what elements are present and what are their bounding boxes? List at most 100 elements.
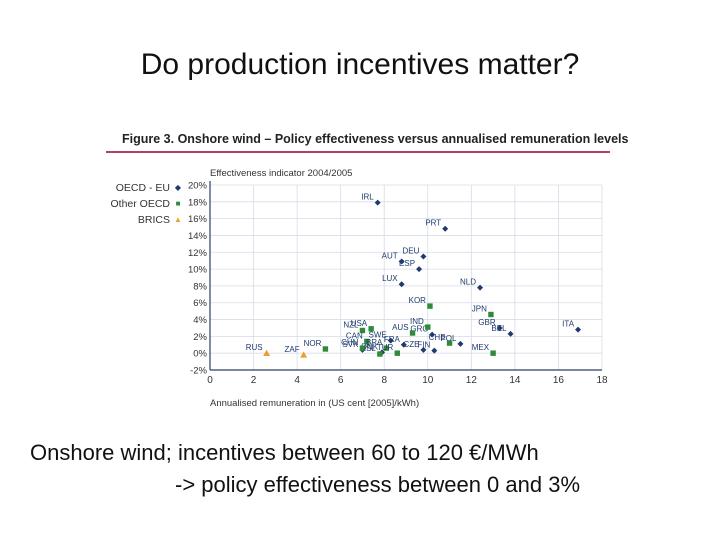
- y-tick-label: 20%: [188, 181, 208, 192]
- legend-item: Other OECD ■: [104, 196, 182, 212]
- data-point-bel: [507, 330, 514, 337]
- bottom-text-line-2: -> policy effectiveness between 0 and 3%: [175, 472, 581, 497]
- data-label-svk: SVK: [342, 340, 359, 349]
- x-tick-label: 18: [596, 375, 608, 386]
- data-label-prt: PRT: [425, 219, 441, 228]
- data-point-nld: [477, 284, 484, 291]
- legend-label: BRICS: [137, 214, 170, 226]
- data-point-tur: [394, 350, 400, 356]
- data-label-fin: FIN: [417, 341, 430, 350]
- data-point-gbr: [496, 324, 503, 331]
- legend-item: BRICS ▲: [104, 212, 182, 228]
- data-label-ind: IND: [410, 317, 424, 326]
- y-tick-label: 16%: [188, 214, 208, 225]
- data-point-deu: [420, 253, 427, 260]
- x-tick-label: 10: [422, 375, 434, 386]
- data-label-usa: USA: [351, 319, 368, 328]
- x-tick-label: 12: [466, 375, 478, 386]
- series-brics: RUS ZAF: [246, 343, 308, 358]
- y-tick-label: 6%: [193, 298, 207, 309]
- data-point-prt: [442, 225, 449, 232]
- data-point-cze: [420, 346, 427, 353]
- data-label-che: CHE: [429, 333, 446, 342]
- data-label-aus: AUS: [392, 323, 408, 332]
- data-label-mex: MEX: [472, 343, 490, 352]
- data-label-fra: FRA: [384, 335, 401, 344]
- bottom-text-line-1: Onshore wind; incentives between 60 to 1…: [30, 440, 539, 465]
- slide-title: Do production incentives matter?: [140, 48, 580, 81]
- data-point-kor: [427, 303, 433, 309]
- x-axis-title: Annualised remuneration in (US cent [200…: [210, 398, 419, 409]
- data-point-grc: [429, 331, 436, 338]
- x-tick-label: 6: [338, 375, 344, 386]
- y-tick-label: 0%: [193, 349, 207, 360]
- x-tick-label: 8: [381, 375, 387, 386]
- data-label-nld: NLD: [460, 278, 476, 287]
- data-point-fra: [400, 341, 407, 348]
- data-label-deu: DEU: [403, 246, 420, 255]
- data-label-can: CAN: [346, 331, 363, 340]
- data-label-chn: CHN: [341, 338, 359, 347]
- data-point-isl: [377, 351, 383, 357]
- square-marker-icon: ■: [175, 199, 181, 208]
- data-point-rus: [263, 349, 271, 356]
- x-tick-label: 4: [294, 375, 300, 386]
- x-tick-label: 0: [207, 375, 213, 386]
- data-label-dnk: DNK: [361, 342, 379, 351]
- data-label-cze: CZE: [403, 340, 419, 349]
- y-tick-label: 10%: [188, 265, 208, 276]
- data-point-fin: [431, 347, 438, 354]
- data-point-bra: [383, 345, 390, 351]
- data-label-jpn: JPN: [472, 305, 487, 314]
- caption-rule: [106, 151, 610, 153]
- figure-caption: Figure 3. Onshore wind – Policy effectiv…: [122, 132, 628, 146]
- data-point-pol: [457, 340, 464, 347]
- data-point-zaf: [300, 351, 308, 358]
- x-tick-label: 2: [251, 375, 257, 386]
- data-label-tur: TUR: [377, 343, 394, 352]
- legend-label: OECD - EU: [115, 182, 170, 194]
- data-label-ita: ITA: [562, 320, 575, 329]
- grid-layer: [209, 184, 603, 371]
- data-label-lux: LUX: [382, 274, 398, 283]
- data-point-ind: [425, 324, 431, 330]
- diamond-marker-icon: ◆: [174, 183, 182, 192]
- data-point-nor: [322, 346, 329, 352]
- y-tick-label: 18%: [188, 197, 208, 208]
- figure-caption-label: Figure 3.: [122, 132, 175, 146]
- point-layer: IRLPRTDEUAUTLUXNLDITABELGBRSWEFRAPOLGRCF…: [246, 193, 582, 358]
- data-point-can: [364, 338, 370, 345]
- data-point-chn: [359, 345, 366, 351]
- data-point-usa: [368, 326, 374, 332]
- chart-legend: OECD - EU ◆ Other OECD ■ BRICS ▲: [104, 180, 182, 228]
- y-tick-label: 2%: [193, 332, 207, 343]
- data-label-grc: GRC: [410, 325, 428, 334]
- data-label-pol: POL: [440, 334, 457, 343]
- legend-label: Other OECD: [110, 198, 170, 210]
- data-point-lux: [398, 281, 405, 288]
- data-point-ita: [575, 326, 582, 333]
- data-label-nor: NOR: [304, 339, 322, 348]
- data-label-aut: AUT: [382, 252, 398, 261]
- data-point-aut: [398, 258, 405, 265]
- data-point-che: [446, 340, 453, 346]
- data-label-bra: BRA: [366, 338, 383, 347]
- y-tick-label: 4%: [193, 315, 207, 326]
- data-label-isl: ISL: [364, 344, 377, 353]
- data-label-esp: ESP: [399, 259, 415, 268]
- x-tick-label: 16: [553, 375, 565, 386]
- data-point-mex: [490, 350, 496, 356]
- data-label-zaf: ZAF: [285, 345, 300, 354]
- triangle-marker-icon: ▲: [174, 215, 182, 224]
- data-label-kor: KOR: [409, 296, 427, 305]
- data-point-esp: [416, 266, 423, 273]
- y-axis-title: Effectiveness indicator 2004/2005: [210, 168, 352, 179]
- data-label-gbr: GBR: [478, 318, 496, 327]
- axis-layer: 20% 18% 16% 14% 12% 10% 8% 6% 4% 2% 0% -2%0 2 4 6 8 10 12…: [188, 181, 608, 387]
- figure-caption-title: Onshore wind – Policy effectiveness vers…: [177, 132, 629, 146]
- y-tick-label: 8%: [193, 281, 207, 292]
- x-tick-label: 14: [509, 375, 521, 386]
- legend-item: OECD - EU ◆: [104, 180, 182, 196]
